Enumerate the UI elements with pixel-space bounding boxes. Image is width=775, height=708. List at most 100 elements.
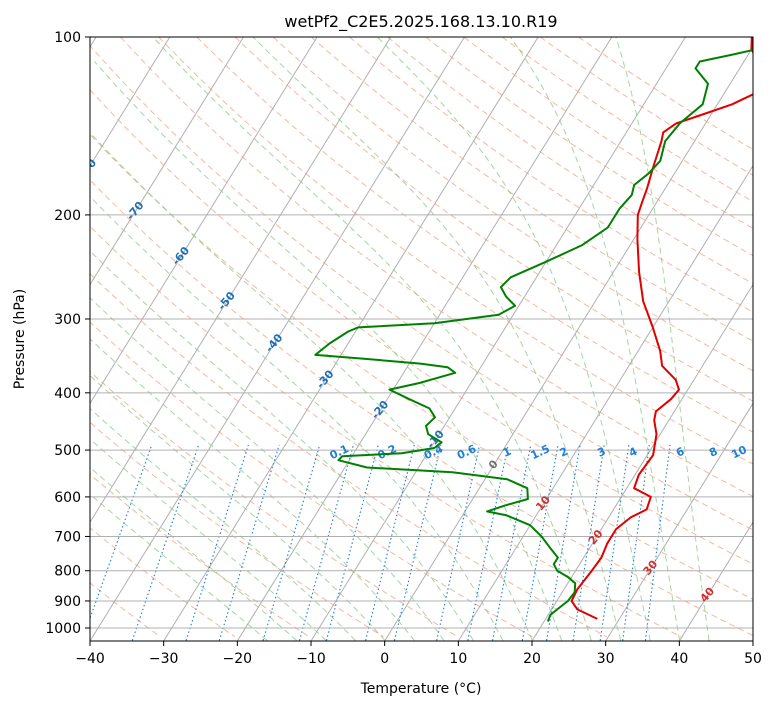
- x-tick-label: 0: [380, 651, 389, 667]
- isotherm-label: -70: [124, 199, 147, 223]
- y-tick-label: 300: [54, 312, 81, 328]
- plot-frame: [89, 36, 754, 642]
- mixing-ratio-line: [644, 444, 671, 641]
- dry-adiabat: [90, 273, 607, 638]
- moist-adiabat: [90, 338, 415, 641]
- mixing-ratio-line: [185, 444, 249, 641]
- isotherm-line: [457, 164, 753, 641]
- mixing-ratio-label: 1.5: [529, 442, 552, 462]
- y-tick-label: 500: [54, 443, 81, 459]
- dry-adiabat: [234, 37, 753, 402]
- isotherm-line: [236, 37, 613, 641]
- mixing-ratio-line: [622, 444, 650, 641]
- mixing-ratio-line: [521, 444, 559, 641]
- y-tick-label: 800: [54, 564, 81, 580]
- isotherm-line: [90, 37, 392, 524]
- moist-adiabat: [90, 131, 533, 641]
- moist-adiabat: [90, 250, 474, 641]
- dry-adiabat: [463, 37, 753, 229]
- mixing-ratio-line: [572, 444, 605, 641]
- x-tick-label: 10: [449, 651, 467, 667]
- dry-adiabat: [540, 37, 753, 176]
- x-tick-label: 30: [597, 651, 615, 667]
- isotherm-label: 0: [486, 457, 501, 471]
- y-tick-label: 900: [54, 594, 81, 610]
- isotherm-label: -50: [215, 289, 238, 313]
- dry-adiabat: [90, 133, 753, 600]
- y-axis: 100 200 300 400 500 600 700 800 900 1000: [45, 30, 90, 637]
- y-tick-label: 200: [54, 208, 81, 224]
- moist-adiabat: [94, 61, 563, 641]
- dewpoint-profile: [314, 48, 753, 622]
- mixing-ratio-line: [599, 444, 630, 641]
- mixing-ratio-line: [492, 444, 532, 641]
- dry-adiabat: [311, 37, 753, 342]
- mixing-ratio-label: 4: [627, 445, 640, 460]
- isotherm-line: [752, 640, 753, 641]
- temperature-profile: [570, 37, 753, 620]
- isotherm-label: -20: [369, 398, 392, 422]
- isotherm-label: 10: [533, 493, 553, 513]
- x-axis-title: Temperature (°C): [360, 681, 482, 697]
- isotherm-label: -30: [314, 367, 337, 391]
- mixing-ratio-label: 0.2: [375, 442, 398, 462]
- isotherm-line: [163, 37, 539, 641]
- isotherm-line: [90, 37, 318, 405]
- dry-adiabat: [158, 37, 753, 465]
- dry-adiabat: [349, 37, 753, 313]
- moist-adiabat: [252, 37, 622, 641]
- isotherm-label: 20: [586, 527, 606, 547]
- dry-adiabat: [196, 37, 753, 433]
- isotherm-line: [90, 37, 244, 286]
- y-tick-label: 400: [54, 386, 81, 402]
- moist-adiabat: [615, 37, 710, 641]
- isotherm-label: 40: [697, 585, 717, 605]
- mixing-ratio-line: [436, 444, 481, 641]
- moist-adiabat: [90, 466, 297, 641]
- isotherm-line: [384, 45, 753, 641]
- x-tick-label: −30: [149, 651, 179, 667]
- x-tick-label: −20: [223, 651, 253, 667]
- mixing-ratio-line: [365, 444, 415, 641]
- mixing-ratio-line: [90, 444, 153, 620]
- isotherm-line: [310, 37, 686, 641]
- moist-adiabat: [152, 37, 592, 641]
- isotherm-line: [90, 37, 465, 641]
- isotherm-label: -60: [169, 244, 192, 268]
- dry-adiabat: [90, 527, 236, 638]
- isotherm-label: -80: [76, 156, 99, 180]
- moist-adiabat: [90, 438, 327, 641]
- moist-adiabat: [376, 37, 651, 641]
- isotherm-label: -90: [31, 111, 54, 135]
- dry-adiabat: [387, 37, 753, 285]
- mixing-ratio-line: [298, 444, 354, 641]
- dry-adiabat: [501, 37, 753, 203]
- mixing-ratio-label: 10: [730, 443, 750, 461]
- dry-adiabat: [90, 421, 384, 638]
- dry-adiabat: [120, 37, 753, 498]
- y-tick-label: 700: [54, 529, 81, 545]
- plot-area: -100-90-80-70-60-50-40-30-20-10010203040…: [31, 37, 753, 641]
- dry-adiabat: [90, 88, 753, 565]
- mixing-ratio-line: [546, 444, 581, 641]
- dry-adiabat: [272, 37, 753, 372]
- isotherm-line: [531, 283, 753, 641]
- mixing-ratio-label: 8: [707, 445, 719, 460]
- isotherm-line: [90, 37, 171, 167]
- mixing-ratio-label: 3: [595, 445, 607, 460]
- mixing-ratio-line: [393, 444, 442, 641]
- isotherm-line: [678, 521, 753, 641]
- mixing-ratio-line: [325, 444, 379, 641]
- x-tick-label: 40: [670, 651, 688, 667]
- y-tick-label: 100: [54, 30, 81, 46]
- isotherm-line: [605, 402, 753, 641]
- isotherm-label: 30: [641, 557, 661, 577]
- x-tick-label: −40: [75, 651, 105, 667]
- chart-title: wetPf2_C2E5.2025.168.13.10.R19: [284, 12, 557, 32]
- moist-adiabat: [90, 195, 504, 641]
- mixing-ratio-line: [467, 444, 509, 641]
- y-tick-label: 1000: [45, 621, 81, 637]
- mixing-ratio-label: 0.6: [455, 442, 478, 462]
- y-axis-title: Pressure (hPa): [12, 289, 28, 389]
